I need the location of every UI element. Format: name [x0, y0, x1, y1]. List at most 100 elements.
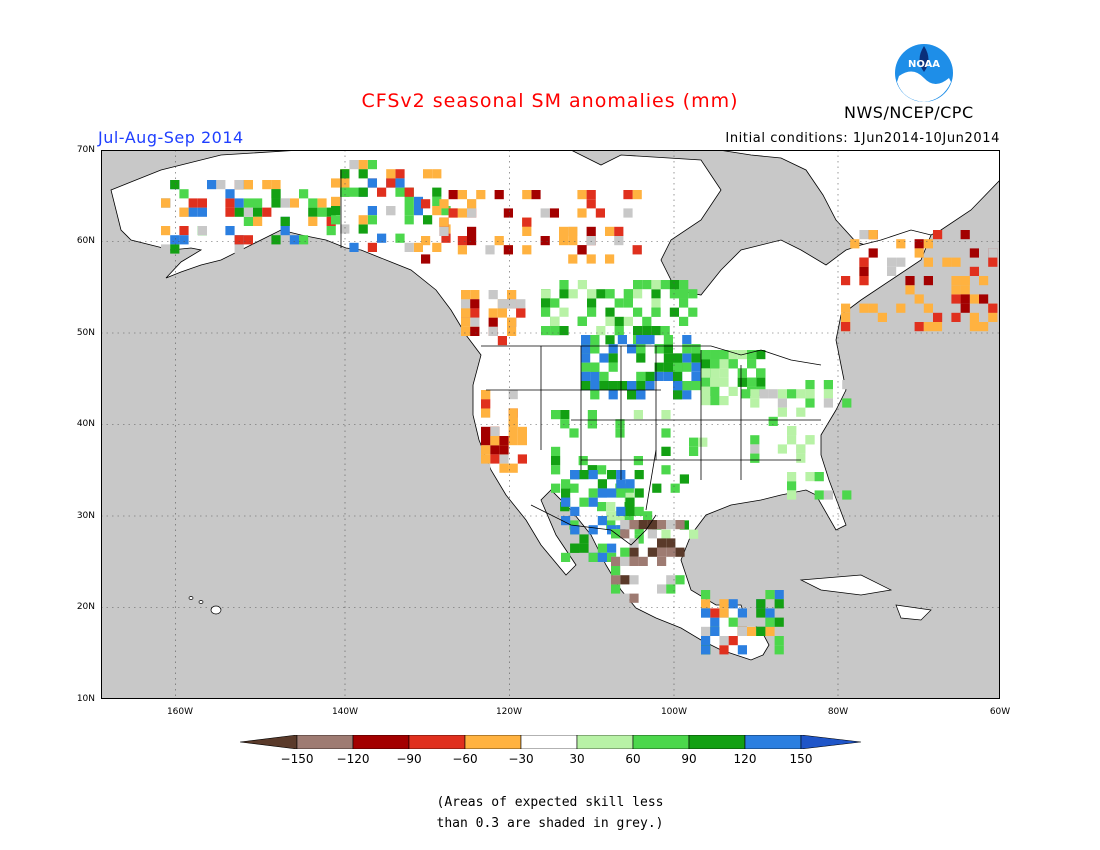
- lon-label-80w: 80W: [827, 707, 849, 717]
- lon-label-140w: 140W: [331, 707, 359, 717]
- anomaly-cell: [691, 362, 701, 372]
- anomaly-cell: [607, 470, 617, 480]
- anomaly-cell: [581, 371, 591, 381]
- colorbar-segment-90-120: [688, 735, 746, 749]
- anomaly-cell: [577, 190, 587, 200]
- anomaly-cell: [636, 335, 646, 345]
- anomaly-cell: [719, 350, 729, 360]
- anomaly-cell: [859, 276, 869, 286]
- lat-label-30n: 30N: [76, 511, 95, 521]
- anomaly-cell: [560, 419, 570, 429]
- anomaly-cell: [887, 266, 897, 276]
- anomaly-cell: [541, 289, 551, 299]
- anomaly-cell: [663, 344, 673, 354]
- anomaly-cell: [737, 608, 747, 618]
- anomaly-cell: [616, 488, 626, 498]
- anomaly-cell: [710, 396, 720, 406]
- colorbar-segment-150-120: [296, 735, 354, 749]
- anomaly-cell: [540, 208, 550, 218]
- anomaly-cell: [570, 543, 580, 553]
- anomaly-cell: [666, 584, 676, 594]
- anomaly-cell: [774, 599, 784, 609]
- anomaly-cell: [896, 239, 906, 249]
- anomaly-cell: [796, 389, 806, 399]
- anomaly-cell: [719, 396, 729, 406]
- anomaly-cell: [614, 236, 624, 246]
- anomaly-cell: [859, 303, 869, 313]
- anomaly-cell: [805, 380, 815, 390]
- anomaly-cell: [689, 446, 699, 456]
- colorbar-label: 120: [733, 752, 757, 766]
- anomaly-cell: [517, 454, 527, 464]
- anomaly-cell: [561, 552, 571, 562]
- anomaly-cell: [768, 389, 778, 399]
- anomaly-cell: [634, 506, 644, 516]
- anomaly-cell: [358, 187, 368, 197]
- anomaly-cell: [432, 196, 442, 206]
- anomaly-cell: [367, 178, 377, 188]
- initial-conditions: Initial conditions: 1Jun2014-10Jun2014: [725, 131, 1000, 146]
- anomaly-cell: [877, 312, 887, 322]
- anomaly-cell: [234, 235, 244, 245]
- anomaly-cell: [481, 399, 491, 409]
- anomaly-cell: [774, 636, 784, 646]
- anomaly-cell: [614, 316, 624, 326]
- anomaly-cell: [679, 316, 689, 326]
- lon-label-100w: 100W: [660, 707, 688, 717]
- anomaly-cell: [170, 180, 180, 190]
- anomaly-cell: [868, 303, 878, 313]
- anomaly-cell: [581, 353, 591, 363]
- anomaly-cell: [625, 506, 635, 516]
- anomaly-cell: [914, 322, 924, 332]
- anomaly-cell: [588, 497, 598, 507]
- anomaly-cell: [179, 207, 189, 217]
- anomaly-cell: [540, 236, 550, 246]
- anomaly-cell: [627, 381, 637, 391]
- anomaly-cell: [645, 371, 655, 381]
- anomaly-cell: [581, 362, 591, 372]
- anomaly-cell: [728, 350, 738, 360]
- anomaly-cell: [605, 289, 615, 299]
- anomaly-cell: [660, 280, 670, 290]
- anomaly-cell: [611, 566, 621, 576]
- anomaly-cell: [747, 350, 757, 360]
- anomaly-cell: [737, 377, 747, 387]
- anomaly-cell: [988, 248, 998, 258]
- anomaly-cell: [461, 317, 471, 327]
- anomaly-cell: [979, 294, 989, 304]
- anomaly-cell: [234, 207, 244, 217]
- anomaly-cell: [728, 599, 738, 609]
- anomaly-cell: [623, 190, 633, 200]
- lat-lon-grid: [101, 150, 1000, 699]
- anomaly-cell: [841, 276, 851, 286]
- anomaly-cell: [841, 322, 851, 332]
- anomaly-cell: [570, 470, 580, 480]
- anomaly-cell: [756, 608, 766, 618]
- anomaly-cell: [951, 276, 961, 286]
- anomaly-cell: [698, 437, 708, 447]
- anomaly-cell: [701, 359, 711, 369]
- anomaly-cell: [701, 368, 711, 378]
- anomaly-cell: [481, 454, 491, 464]
- anomaly-cell: [197, 207, 207, 217]
- anomaly-cell: [367, 206, 377, 216]
- anomaly-cell: [675, 520, 685, 530]
- anomaly-cell: [629, 593, 639, 603]
- anomaly-cell: [581, 381, 591, 391]
- anomaly-cell: [663, 371, 673, 381]
- anomaly-cell: [625, 479, 635, 489]
- anomaly-cell: [719, 608, 729, 618]
- anomaly-cell: [673, 381, 683, 391]
- anomaly-cell: [271, 235, 281, 245]
- anomaly-cell: [606, 511, 616, 521]
- anomaly-cell: [488, 326, 498, 336]
- anomaly-cell: [377, 187, 387, 197]
- anomaly-cell: [457, 190, 467, 200]
- anomaly-cell: [629, 547, 639, 557]
- anomaly-cell: [522, 226, 532, 236]
- anomaly-cell: [423, 169, 433, 179]
- anomaly-cell: [710, 608, 720, 618]
- anomaly-cell: [550, 316, 560, 326]
- anomaly-cell: [805, 435, 815, 445]
- anomaly-cell: [859, 266, 869, 276]
